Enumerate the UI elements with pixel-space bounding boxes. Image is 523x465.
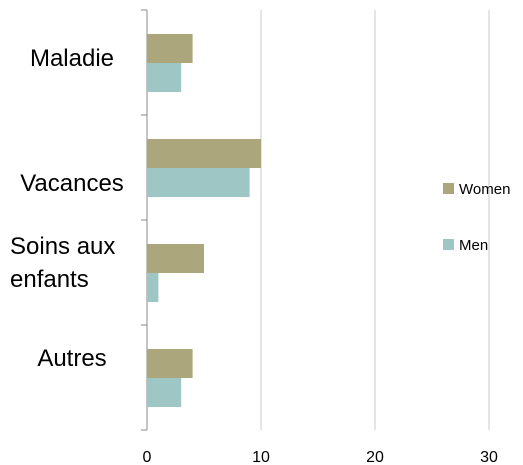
bar xyxy=(147,139,261,168)
bar xyxy=(147,34,193,63)
bar xyxy=(147,349,193,378)
bar xyxy=(147,168,250,197)
legend-swatch xyxy=(443,239,454,250)
legend-label: Men xyxy=(459,237,488,254)
category-label: Maladie xyxy=(29,45,115,72)
x-tick-label: 10 xyxy=(252,449,270,465)
x-tick-label: 20 xyxy=(366,449,384,465)
bar xyxy=(147,378,182,407)
legend-swatch xyxy=(443,183,454,194)
bar xyxy=(147,63,182,92)
legend-label: Women xyxy=(459,181,510,198)
category-label: Vacances xyxy=(20,170,124,197)
x-tick-label: 30 xyxy=(480,449,498,465)
category-label: Autres xyxy=(37,345,107,372)
x-tick-label: 0 xyxy=(143,449,152,465)
bar xyxy=(147,273,159,302)
category-label: Soins aux enfants xyxy=(10,233,116,293)
bar xyxy=(147,244,204,273)
